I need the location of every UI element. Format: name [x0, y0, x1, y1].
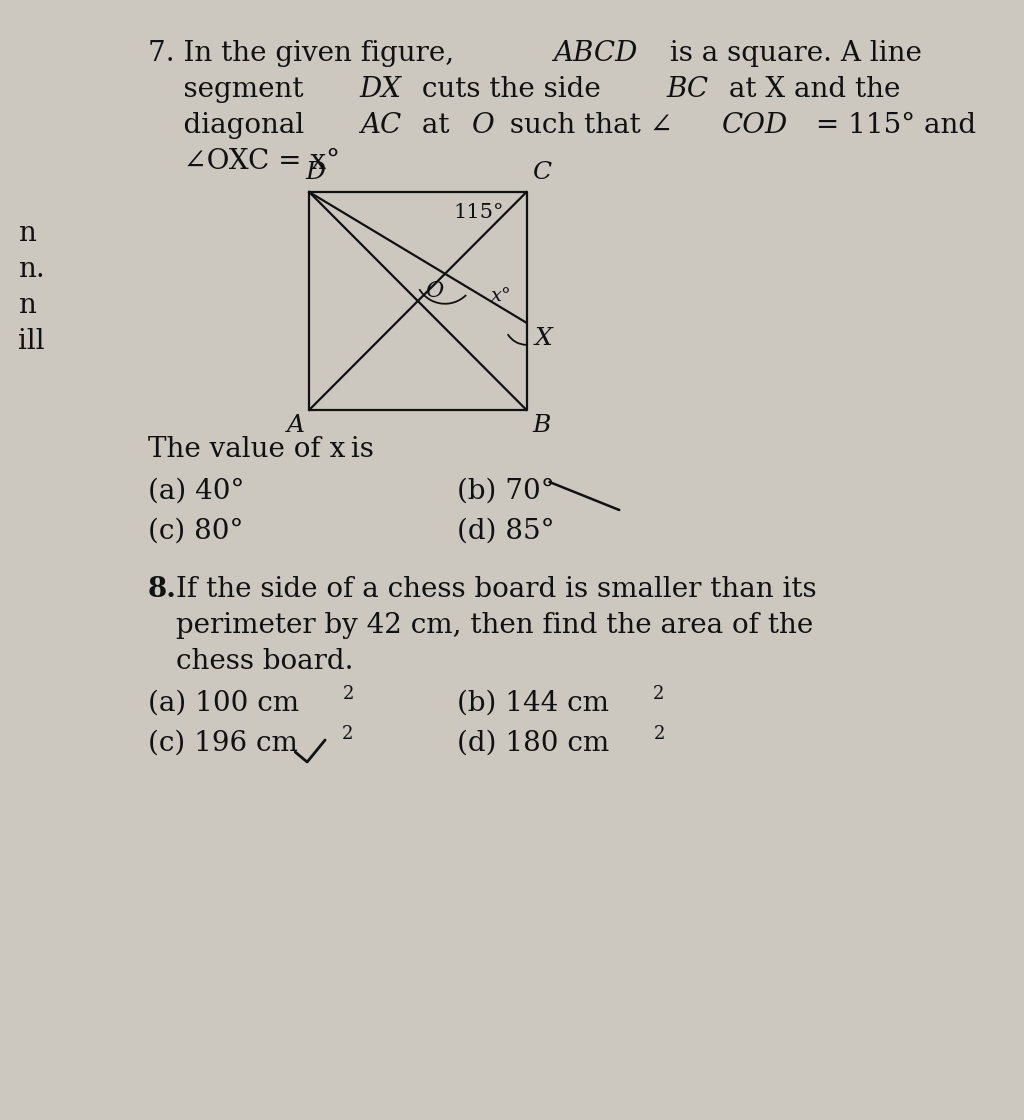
Text: (d) 180 cm: (d) 180 cm [457, 730, 609, 757]
Text: 2: 2 [653, 685, 665, 703]
Text: DX: DX [359, 76, 401, 103]
Text: (b) 70°: (b) 70° [457, 478, 554, 505]
Text: n: n [18, 220, 36, 248]
Text: = 115° and: = 115° and [807, 112, 976, 139]
Text: x°: x° [490, 287, 511, 305]
Text: n.: n. [18, 256, 45, 283]
Text: 2: 2 [343, 685, 354, 703]
Text: (a) 40°: (a) 40° [147, 478, 244, 505]
Text: (b) 144 cm: (b) 144 cm [457, 690, 608, 717]
Text: ABCD: ABCD [553, 40, 637, 67]
Text: ∠OXC = x°: ∠OXC = x° [147, 148, 340, 175]
Text: AC: AC [360, 112, 401, 139]
Text: 8.: 8. [147, 576, 176, 603]
Text: is a square. A line: is a square. A line [662, 40, 923, 67]
Text: ill: ill [18, 328, 45, 355]
Text: 2: 2 [653, 725, 665, 743]
Text: X: X [535, 327, 552, 349]
Text: chess board.: chess board. [175, 648, 353, 675]
Text: BC: BC [667, 76, 709, 103]
Text: A: A [287, 414, 305, 437]
Text: n: n [18, 292, 36, 319]
Text: 115°: 115° [453, 203, 504, 222]
Text: at X and the: at X and the [720, 76, 901, 103]
Text: at: at [413, 112, 459, 139]
Text: The value of x is: The value of x is [147, 436, 374, 463]
Text: D: D [305, 161, 326, 184]
Text: COD: COD [722, 112, 788, 139]
Text: If the side of a chess board is smaller than its: If the side of a chess board is smaller … [175, 576, 816, 603]
Text: (a) 100 cm: (a) 100 cm [147, 690, 299, 717]
Text: perimeter by 42 cm, then find the area of the: perimeter by 42 cm, then find the area o… [175, 612, 813, 640]
Text: cuts the side: cuts the side [413, 76, 609, 103]
Text: B: B [532, 414, 551, 437]
Text: O: O [425, 280, 443, 301]
Text: 7. In the given figure,: 7. In the given figure, [147, 40, 463, 67]
Text: diagonal: diagonal [147, 112, 312, 139]
Text: (d) 85°: (d) 85° [457, 519, 554, 545]
Text: C: C [532, 161, 552, 184]
Text: O: O [471, 112, 495, 139]
Text: such that ∠: such that ∠ [501, 112, 673, 139]
Text: (c) 80°: (c) 80° [147, 519, 243, 545]
Text: 2: 2 [341, 725, 353, 743]
Text: segment: segment [147, 76, 312, 103]
Text: (c) 196 cm: (c) 196 cm [147, 730, 297, 757]
